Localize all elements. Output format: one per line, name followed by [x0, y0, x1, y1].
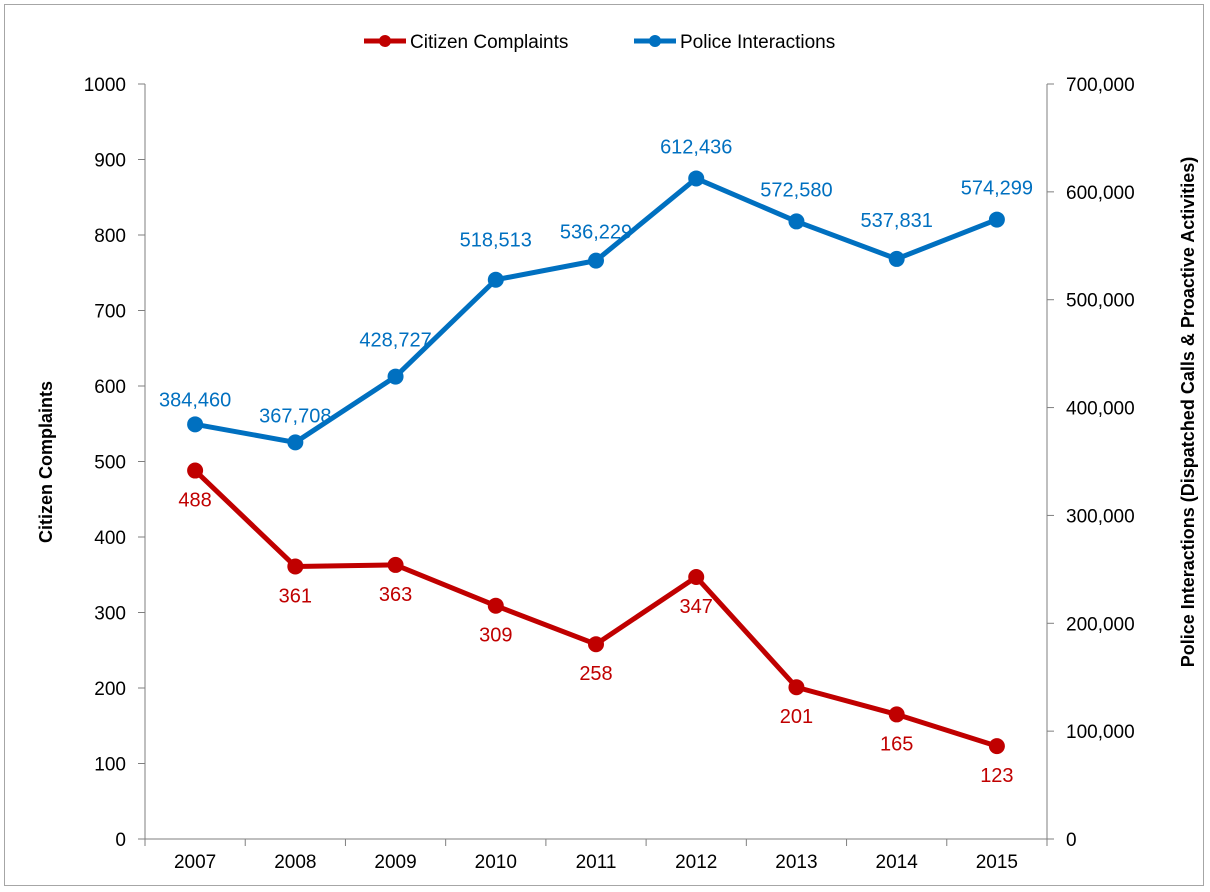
data-label-police-interactions: 384,460 — [159, 389, 231, 411]
x-tick-label: 2014 — [876, 852, 919, 873]
data-labels: 488 361 363 309 258 347 201 165 123 384,460 367,70… — [159, 136, 1033, 787]
legend-label-citizen-complaints: Citizen Complaints — [410, 32, 568, 53]
data-point-citizen-complaints — [988, 738, 1005, 755]
legend-item-citizen-complaints: Citizen Complaints — [364, 32, 568, 53]
y-tick-label-left: 300 — [94, 604, 126, 625]
data-label-citizen-complaints: 201 — [780, 706, 813, 728]
data-label-police-interactions: 428,727 — [359, 330, 431, 352]
y-tick-label-left: 600 — [94, 377, 126, 398]
y-tick-label-left: 400 — [94, 528, 126, 549]
data-point-citizen-complaints — [487, 597, 504, 614]
data-label-citizen-complaints: 123 — [980, 765, 1013, 787]
x-tick-label: 2015 — [976, 852, 1018, 873]
data-label-police-interactions: 537,831 — [861, 210, 933, 232]
x-tick-label: 2010 — [475, 852, 517, 873]
data-label-police-interactions: 572,580 — [760, 179, 832, 201]
y-tick-label-right: 300,000 — [1066, 506, 1135, 527]
data-point-police-interactions — [688, 170, 705, 187]
y-tick-label-left: 200 — [94, 679, 126, 700]
y-tick-label-left: 900 — [94, 151, 126, 172]
data-point-police-interactions — [988, 211, 1005, 228]
data-point-police-interactions — [287, 434, 304, 451]
x-tick-label: 2008 — [274, 852, 316, 873]
data-point-police-interactions — [387, 368, 404, 385]
y-tick-label-right: 500,000 — [1066, 291, 1135, 312]
data-label-police-interactions: 574,299 — [961, 178, 1033, 200]
y-tick-label-left: 800 — [94, 226, 126, 247]
y-tick-label-right: 100,000 — [1066, 722, 1135, 743]
data-label-citizen-complaints: 309 — [479, 625, 512, 647]
legend-item-police-interactions: Police Interactions — [634, 32, 835, 53]
y-tick-label-right: 400,000 — [1066, 399, 1135, 420]
y-tick-label-left: 500 — [94, 453, 126, 474]
y-axis-title-left: Citizen Complaints — [36, 381, 56, 543]
data-label-citizen-complaints: 488 — [178, 490, 211, 512]
data-label-citizen-complaints: 347 — [680, 596, 713, 618]
axes: 0 100 200 300 400 500 600 700 800 900 1000 0 100,000… — [84, 75, 1135, 873]
data-point-police-interactions — [788, 213, 805, 230]
data-point-police-interactions — [888, 250, 905, 267]
x-tick-label: 2009 — [374, 852, 416, 873]
data-label-citizen-complaints: 361 — [279, 585, 312, 607]
data-point-citizen-complaints — [888, 706, 905, 723]
data-point-police-interactions — [187, 416, 204, 433]
y-tick-label-left: 0 — [115, 830, 126, 851]
data-point-citizen-complaints — [187, 462, 204, 479]
y-tick-label-left: 700 — [94, 302, 126, 323]
chart-frame — [4, 4, 1204, 886]
y-axis-title-right: Police Interactions (Dispatched Calls & … — [1178, 157, 1198, 668]
x-tick-label: 2013 — [775, 852, 817, 873]
x-tick-label: 2007 — [174, 852, 216, 873]
x-tick-label: 2011 — [576, 852, 617, 873]
data-point-citizen-complaints — [788, 679, 805, 696]
data-point-police-interactions — [487, 271, 504, 288]
data-label-police-interactions: 612,436 — [660, 136, 732, 158]
data-point-citizen-complaints — [387, 556, 404, 573]
y-tick-label-right: 0 — [1066, 830, 1077, 851]
y-tick-label-left: 1000 — [84, 75, 126, 96]
data-point-police-interactions — [588, 252, 604, 269]
data-label-citizen-complaints: 258 — [579, 663, 612, 685]
series-line-citizen-complaints — [193, 468, 998, 749]
data-label-police-interactions: 536,229 — [560, 222, 632, 244]
y-tick-label-right: 700,000 — [1066, 75, 1135, 96]
y-tick-label-right: 200,000 — [1066, 614, 1135, 635]
y-tick-label-left: 100 — [94, 755, 126, 776]
series-markers — [187, 170, 1005, 755]
data-point-citizen-complaints — [287, 558, 304, 575]
data-label-citizen-complaints: 363 — [379, 584, 412, 606]
x-tick-label: 2012 — [675, 852, 717, 873]
data-point-citizen-complaints — [588, 636, 604, 653]
data-label-police-interactions: 518,513 — [460, 230, 532, 252]
data-label-citizen-complaints: 165 — [880, 733, 913, 755]
legend: Citizen Complaints Police Interactions — [364, 32, 835, 53]
data-label-police-interactions: 367,708 — [259, 405, 331, 427]
legend-label-police-interactions: Police Interactions — [680, 32, 835, 53]
data-point-citizen-complaints — [688, 569, 705, 586]
y-tick-label-right: 600,000 — [1066, 183, 1135, 204]
